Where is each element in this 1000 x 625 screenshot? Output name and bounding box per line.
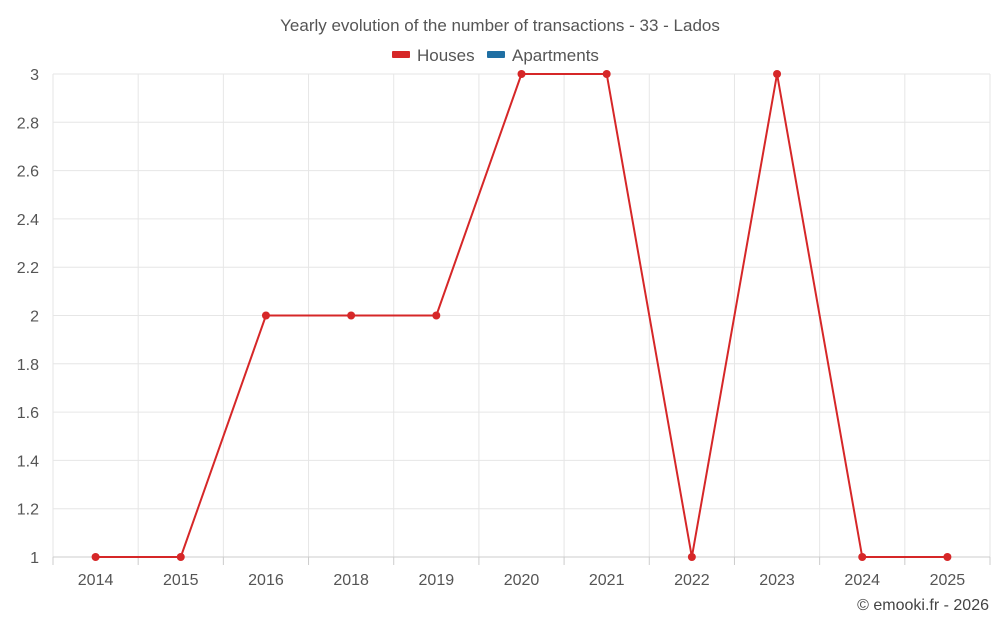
- y-axis-tick-labels: 1 1.2 1.4 1.6 1.8 2 2.2 2.4 2.6 2.8 3: [17, 67, 39, 567]
- legend-item-houses[interactable]: Houses: [392, 46, 475, 65]
- data-point[interactable]: [517, 70, 526, 78]
- data-point[interactable]: [91, 553, 100, 561]
- x-tick-label: 2024: [844, 572, 880, 589]
- y-tick-label: 2.2: [17, 260, 39, 277]
- data-point[interactable]: [347, 311, 356, 320]
- legend-swatch-houses: [392, 51, 410, 58]
- data-point[interactable]: [602, 70, 611, 78]
- x-tick-label: 2015: [163, 572, 199, 589]
- x-axis-tick-labels: 2014 2015 2016 2018 2019 2020 2021 2022 2023 2024…: [78, 572, 966, 589]
- x-tick-label: 2021: [589, 572, 625, 589]
- y-tick-label: 1.8: [17, 357, 39, 374]
- x-tick-label: 2023: [759, 572, 795, 589]
- data-point[interactable]: [858, 553, 867, 561]
- x-tick-label: 2022: [674, 572, 710, 589]
- y-tick-label: 3: [30, 67, 39, 84]
- data-point[interactable]: [773, 70, 782, 78]
- x-tick-label: 2020: [504, 572, 540, 589]
- data-point[interactable]: [687, 553, 696, 561]
- legend: Houses Apartments: [392, 46, 599, 65]
- legend-label-houses: Houses: [417, 46, 475, 65]
- x-tick-label: 2018: [333, 572, 369, 589]
- y-tick-label: 1.2: [17, 502, 39, 519]
- data-point[interactable]: [261, 311, 270, 320]
- legend-item-apartments[interactable]: Apartments: [487, 46, 599, 65]
- y-tick-label: 1.6: [17, 405, 39, 422]
- y-tick-label: 2.8: [17, 115, 39, 132]
- axes: [52, 556, 991, 565]
- y-tick-label: 2.4: [17, 212, 39, 229]
- legend-swatch-apartments: [487, 51, 505, 58]
- data-point[interactable]: [432, 311, 441, 320]
- y-tick-label: 2: [30, 309, 39, 326]
- data-point[interactable]: [943, 553, 952, 561]
- y-tick-label: 1.4: [17, 453, 39, 470]
- chart-title: Yearly evolution of the number of transa…: [280, 16, 720, 35]
- x-tick-label: 2014: [78, 572, 114, 589]
- x-tick-label: 2025: [930, 572, 966, 589]
- legend-label-apartments: Apartments: [512, 46, 599, 65]
- y-tick-label: 2.6: [17, 164, 39, 181]
- x-tick-label: 2016: [248, 572, 284, 589]
- data-point[interactable]: [176, 553, 185, 561]
- x-tick-label: 2019: [419, 572, 455, 589]
- data-points: [91, 70, 952, 561]
- y-tick-label: 1: [30, 550, 39, 567]
- credit-text: © emooki.fr - 2026: [857, 597, 989, 614]
